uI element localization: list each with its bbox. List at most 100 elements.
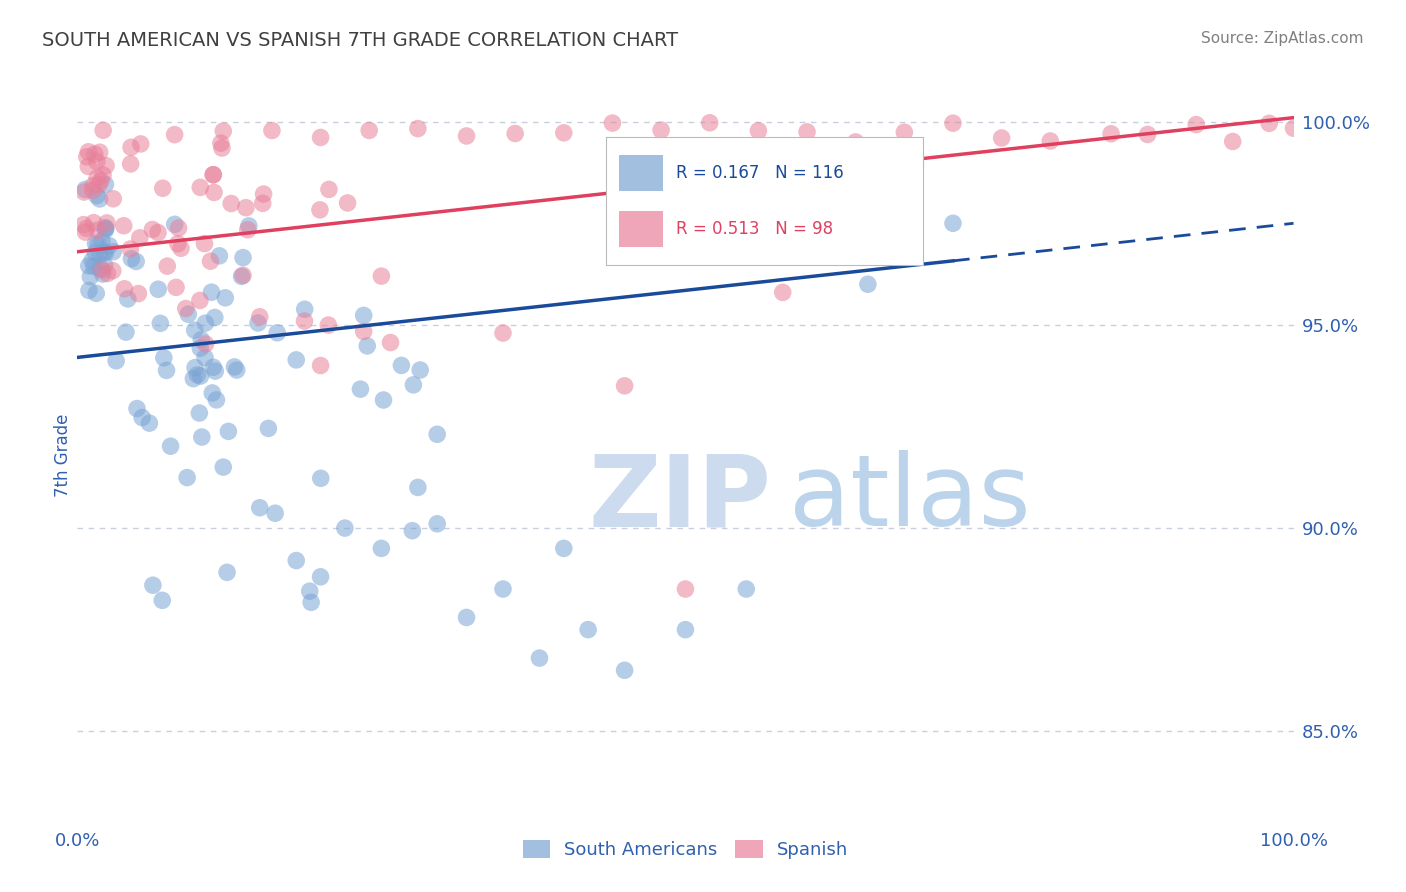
Point	[217, 425, 239, 439]
Point	[77, 284, 100, 298]
Point	[87, 237, 110, 252]
Point	[285, 553, 308, 567]
Point	[153, 351, 176, 365]
Point	[370, 541, 392, 556]
Point	[91, 234, 114, 248]
Point	[120, 140, 142, 154]
Point	[204, 364, 226, 378]
Point	[75, 221, 97, 235]
Point	[75, 225, 97, 239]
Point	[675, 623, 697, 637]
Point	[820, 204, 842, 219]
Point	[309, 130, 332, 145]
Legend: South Americans, Spanish: South Americans, Spanish	[516, 832, 855, 866]
Point	[212, 124, 235, 138]
Point	[148, 282, 170, 296]
Point	[1185, 118, 1208, 132]
Point	[112, 282, 135, 296]
Point	[77, 145, 100, 159]
Point	[82, 253, 104, 268]
Point	[456, 610, 478, 624]
Point	[188, 180, 211, 194]
Point	[83, 147, 105, 161]
Point	[86, 223, 108, 237]
Point	[105, 353, 128, 368]
Point	[309, 202, 332, 217]
Point	[249, 500, 271, 515]
Point	[89, 192, 111, 206]
Point	[1282, 121, 1305, 136]
Point	[202, 186, 225, 200]
Point	[120, 252, 142, 266]
Text: Source: ZipAtlas.com: Source: ZipAtlas.com	[1201, 31, 1364, 46]
Point	[89, 145, 111, 160]
Point	[93, 245, 115, 260]
Point	[252, 187, 274, 202]
Point	[94, 223, 117, 237]
Point	[201, 386, 224, 401]
Point	[103, 192, 125, 206]
Point	[200, 254, 222, 268]
Point	[264, 506, 287, 520]
Point	[149, 316, 172, 330]
Point	[208, 249, 231, 263]
Point	[224, 359, 246, 374]
Point	[285, 352, 308, 367]
Point	[194, 337, 217, 351]
Point	[318, 182, 340, 196]
Point	[249, 310, 271, 324]
Point	[553, 541, 575, 556]
Point	[193, 236, 215, 251]
Point	[174, 301, 197, 316]
Point	[309, 359, 332, 373]
Text: SOUTH AMERICAN VS SPANISH 7TH GRADE CORRELATION CHART: SOUTH AMERICAN VS SPANISH 7TH GRADE CORR…	[42, 31, 678, 50]
Point	[84, 236, 107, 251]
Point	[163, 128, 186, 142]
Point	[576, 623, 599, 637]
Point	[191, 430, 214, 444]
Point	[194, 316, 217, 330]
Point	[318, 318, 340, 332]
Y-axis label: 7th Grade: 7th Grade	[53, 413, 72, 497]
Point	[1136, 128, 1159, 142]
Point	[129, 136, 152, 151]
Point	[86, 154, 108, 169]
Point	[266, 326, 288, 340]
Point	[177, 307, 200, 321]
Text: atlas: atlas	[789, 450, 1031, 548]
Point	[186, 368, 208, 382]
Point	[735, 582, 758, 596]
Point	[406, 480, 429, 494]
Point	[202, 168, 225, 182]
Point	[131, 410, 153, 425]
Point	[492, 582, 515, 596]
Point	[309, 471, 332, 485]
Point	[257, 421, 280, 435]
Point	[299, 595, 322, 609]
Point	[86, 171, 108, 186]
Point	[91, 123, 114, 137]
Point	[406, 121, 429, 136]
Point	[990, 131, 1012, 145]
Point	[94, 221, 117, 235]
Point	[219, 196, 242, 211]
Point	[115, 325, 138, 339]
Point	[89, 247, 111, 261]
Point	[796, 125, 818, 139]
Point	[183, 372, 205, 386]
Point	[141, 222, 163, 236]
Point	[91, 267, 114, 281]
Point	[103, 244, 125, 259]
Point	[333, 521, 356, 535]
Point	[893, 125, 915, 139]
Point	[94, 245, 117, 260]
Text: ZIP: ZIP	[588, 450, 770, 548]
Point	[214, 291, 236, 305]
Point	[77, 259, 100, 273]
Point	[75, 182, 97, 196]
Point	[747, 124, 769, 138]
Point	[120, 242, 142, 256]
Point	[359, 123, 381, 137]
Point	[125, 254, 148, 268]
Point	[401, 524, 423, 538]
